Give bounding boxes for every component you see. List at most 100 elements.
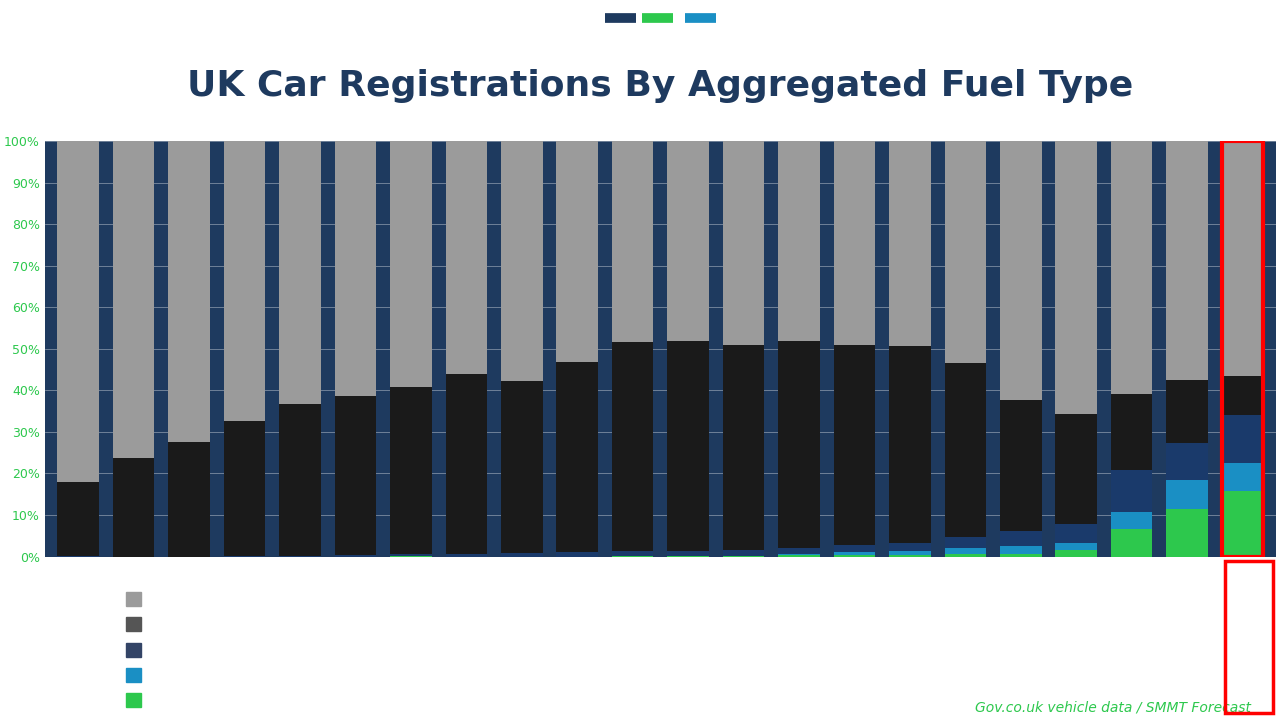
- Text: 894: 894: [419, 619, 438, 629]
- Text: 0: 0: [618, 670, 625, 680]
- Bar: [1056, 414, 1097, 523]
- Bar: [667, 141, 709, 341]
- Text: 2016: 2016: [945, 569, 974, 579]
- Bar: [667, 551, 709, 556]
- Text: 1183: 1183: [559, 594, 586, 604]
- Text: 1749: 1749: [367, 594, 393, 604]
- Text: ICE-Diesel: ICE-Diesel: [145, 619, 207, 629]
- Bar: [833, 141, 876, 345]
- Text: 0: 0: [667, 670, 673, 680]
- Text: 2004: 2004: [366, 569, 394, 579]
- Text: 2010: 2010: [655, 569, 685, 579]
- Text: 107: 107: [1143, 695, 1162, 705]
- Text: 2005: 2005: [413, 569, 443, 579]
- Bar: [127, 693, 141, 707]
- Bar: [390, 387, 431, 554]
- Text: Gov.co.uk vehicle data / SMMT Forecast: Gov.co.uk vehicle data / SMMT Forecast: [975, 701, 1252, 714]
- Text: 152: 152: [1239, 619, 1260, 629]
- Text: 110: 110: [1239, 670, 1260, 680]
- Text: 2012: 2012: [751, 569, 781, 579]
- Text: 147: 147: [1190, 644, 1211, 654]
- Text: 252: 252: [1239, 695, 1260, 705]
- Text: 0: 0: [232, 695, 238, 705]
- Text: 1: 1: [714, 695, 722, 705]
- Text: 0: 0: [425, 695, 431, 705]
- Text: 16: 16: [518, 644, 531, 654]
- Text: 0: 0: [376, 695, 383, 705]
- Text: 1438: 1438: [463, 594, 490, 604]
- Text: 44: 44: [905, 644, 918, 654]
- Text: 253: 253: [1190, 619, 1211, 629]
- Text: 35: 35: [1001, 670, 1015, 680]
- Text: 1091: 1091: [801, 594, 828, 604]
- Bar: [500, 381, 543, 554]
- Text: 0: 0: [667, 695, 673, 705]
- Bar: [778, 554, 819, 555]
- Text: 2002: 2002: [269, 569, 298, 579]
- Bar: [557, 552, 598, 557]
- Text: 2021: 2021: [1187, 569, 1216, 579]
- Text: 0: 0: [618, 695, 625, 705]
- Bar: [557, 141, 598, 362]
- Bar: [1111, 470, 1152, 512]
- Text: 2019: 2019: [1091, 569, 1119, 579]
- Bar: [500, 141, 543, 381]
- Text: 183: 183: [1239, 644, 1260, 654]
- Text: 23: 23: [712, 644, 724, 654]
- Text: 0: 0: [329, 670, 335, 680]
- Text: 0: 0: [329, 695, 335, 705]
- Bar: [1000, 546, 1042, 554]
- Text: 1460: 1460: [1043, 594, 1069, 604]
- Text: 19: 19: [905, 670, 918, 680]
- Text: 987: 987: [1143, 594, 1162, 604]
- Text: 3: 3: [812, 695, 818, 705]
- Bar: [890, 543, 931, 551]
- Text: 0: 0: [570, 695, 576, 705]
- Bar: [500, 554, 543, 557]
- Text: 0: 0: [474, 670, 480, 680]
- Text: 2123: 2123: [221, 594, 248, 604]
- Bar: [279, 556, 321, 557]
- Bar: [1111, 141, 1152, 394]
- Text: 28: 28: [952, 670, 966, 680]
- Text: 71: 71: [1001, 644, 1015, 654]
- Bar: [1056, 523, 1097, 544]
- Text: 2014: 2014: [849, 569, 878, 579]
- Text: 2013: 2013: [800, 569, 829, 579]
- Text: 1253: 1253: [899, 619, 924, 629]
- Bar: [1111, 512, 1152, 529]
- Text: 44: 44: [1050, 670, 1062, 680]
- Text: 2001: 2001: [220, 569, 250, 579]
- Text: 2003: 2003: [317, 569, 347, 579]
- Text: 968: 968: [756, 594, 776, 604]
- Text: 1263: 1263: [946, 619, 973, 629]
- Bar: [723, 141, 764, 345]
- Text: 2009: 2009: [607, 569, 636, 579]
- Bar: [1222, 491, 1263, 557]
- Bar: [778, 341, 819, 548]
- Bar: [168, 442, 210, 557]
- Bar: [1166, 444, 1208, 480]
- Text: 16: 16: [1050, 695, 1062, 705]
- Bar: [127, 668, 141, 682]
- Bar: [390, 141, 431, 387]
- Text: 2: 2: [376, 644, 384, 654]
- Text: 0: 0: [474, 695, 480, 705]
- Text: 38: 38: [1098, 695, 1111, 705]
- Text: 2022
(F): 2022 (F): [1235, 563, 1263, 585]
- Text: UK Car Registrations By Aggregated Fuel Type: UK Car Registrations By Aggregated Fuel …: [187, 69, 1134, 103]
- Bar: [833, 552, 876, 555]
- Bar: [127, 643, 141, 657]
- Bar: [1222, 462, 1263, 491]
- Bar: [557, 362, 598, 552]
- Bar: [1111, 394, 1152, 470]
- Text: 7: 7: [860, 695, 867, 705]
- Text: 86: 86: [1050, 644, 1062, 654]
- Text: 728: 728: [321, 619, 342, 629]
- Text: 67: 67: [1146, 670, 1160, 680]
- Bar: [224, 420, 265, 557]
- Bar: [1000, 554, 1042, 557]
- Text: 1102: 1102: [801, 619, 828, 629]
- Text: 1174: 1174: [850, 594, 877, 604]
- Text: 10: 10: [952, 695, 966, 705]
